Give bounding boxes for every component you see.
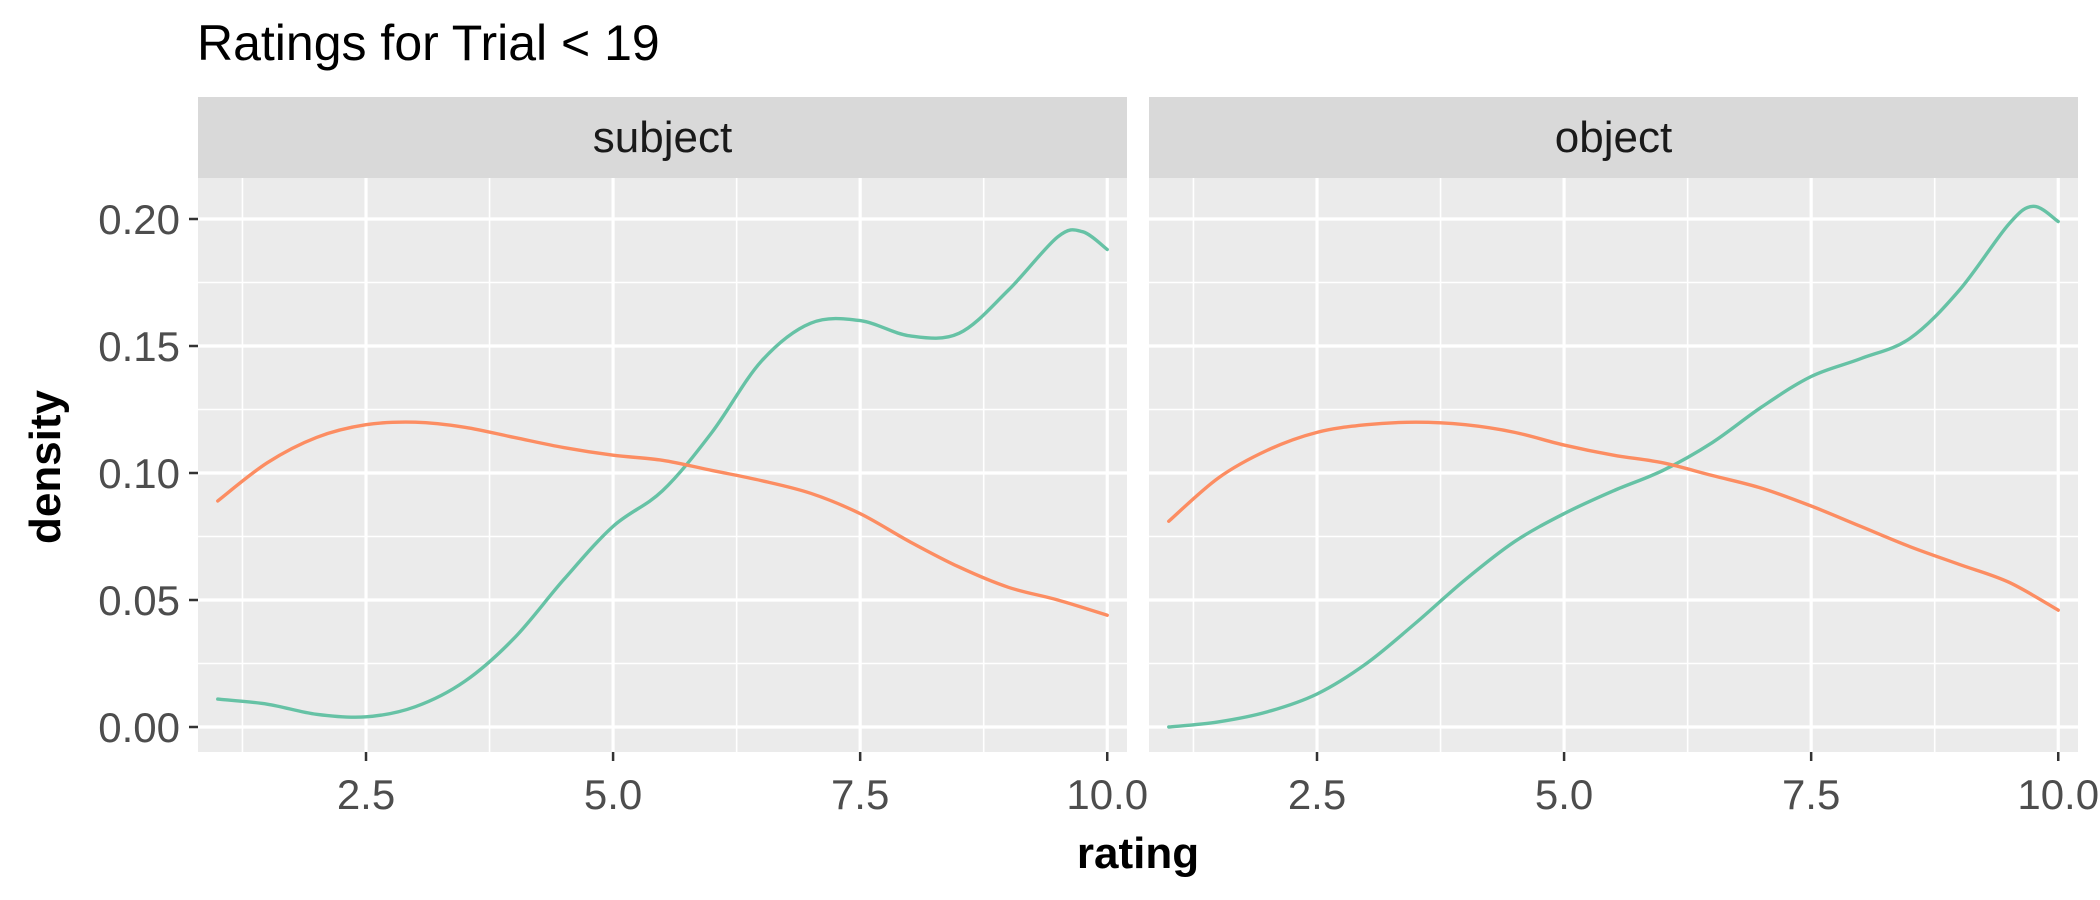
panel-background — [198, 178, 1127, 752]
panels-layer: subject 2.5 5.0 7.5 10.0 object 2.5 5.0 7.5 10.0 — [198, 97, 2099, 818]
x-tick-label: 2.5 — [1288, 771, 1346, 818]
facet-strip — [1149, 97, 2078, 178]
x-tick-label: 7.5 — [831, 771, 889, 818]
y-tick-label: 0.20 — [98, 196, 180, 243]
x-tick-label: 10.0 — [2017, 771, 2099, 818]
y-tick-label: 0.15 — [98, 323, 180, 370]
panel-object: object 2.5 5.0 7.5 10.0 — [1149, 97, 2099, 818]
density-curve-orange — [1167, 420, 2060, 612]
y-axis: 0.00 0.05 0.10 0.15 0.20 — [98, 196, 198, 751]
density-curve-orange — [216, 420, 1109, 617]
x-tick-label: 5.0 — [584, 771, 642, 818]
x-tick-label: 2.5 — [337, 771, 395, 818]
x-axis-title: rating — [1077, 829, 1199, 878]
facet-label: object — [1555, 113, 1672, 162]
x-tick-label: 7.5 — [1782, 771, 1840, 818]
y-tick-label: 0.05 — [98, 577, 180, 624]
x-tick-label: 10.0 — [1066, 771, 1148, 818]
y-tick-label: 0.10 — [98, 450, 180, 497]
facet-label: subject — [593, 113, 732, 162]
chart-title: Ratings for Trial < 19 — [197, 15, 660, 71]
facet-strip — [198, 97, 1127, 178]
density-curve-green — [1167, 204, 2060, 729]
x-tick-label: 5.0 — [1535, 771, 1593, 818]
panel-subject: subject 2.5 5.0 7.5 10.0 — [198, 97, 1148, 818]
y-tick-label: 0.00 — [98, 704, 180, 751]
density-curve-green — [216, 228, 1109, 719]
panel-background — [1149, 178, 2078, 752]
y-axis-title: density — [21, 389, 70, 544]
